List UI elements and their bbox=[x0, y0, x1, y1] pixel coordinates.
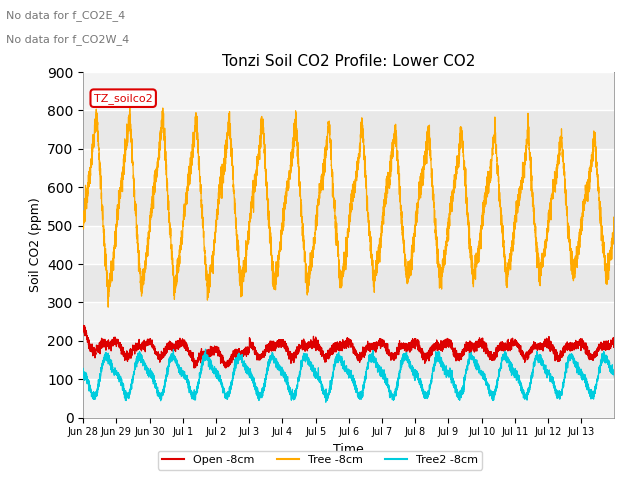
Text: No data for f_CO2W_4: No data for f_CO2W_4 bbox=[6, 34, 130, 45]
Text: TZ_soilco2: TZ_soilco2 bbox=[94, 93, 152, 104]
X-axis label: Time: Time bbox=[333, 443, 364, 456]
Title: Tonzi Soil CO2 Profile: Lower CO2: Tonzi Soil CO2 Profile: Lower CO2 bbox=[222, 54, 476, 70]
Text: No data for f_CO2E_4: No data for f_CO2E_4 bbox=[6, 10, 125, 21]
Legend: Open -8cm, Tree -8cm, Tree2 -8cm: Open -8cm, Tree -8cm, Tree2 -8cm bbox=[157, 451, 483, 469]
Bar bbox=[83, 302, 614, 341]
Bar bbox=[83, 149, 614, 187]
Bar bbox=[83, 72, 614, 110]
Y-axis label: Soil CO2 (ppm): Soil CO2 (ppm) bbox=[29, 197, 42, 292]
Bar bbox=[83, 226, 614, 264]
Bar bbox=[83, 379, 614, 418]
